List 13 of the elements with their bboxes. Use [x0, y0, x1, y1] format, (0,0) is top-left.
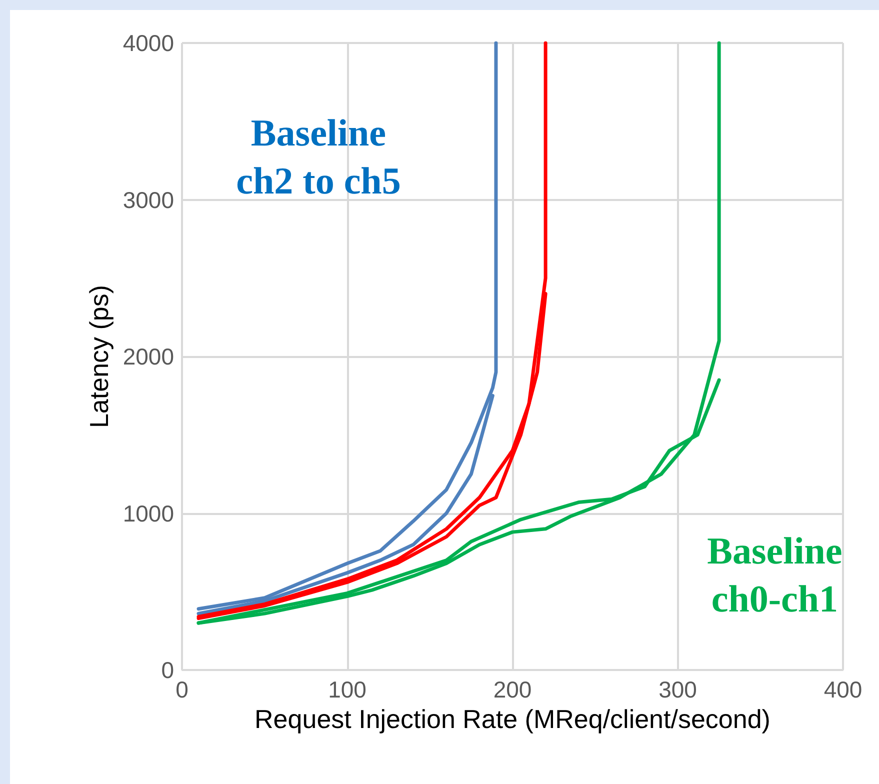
y-tick-label: 0: [161, 657, 174, 683]
y-tick-label: 2000: [122, 344, 174, 370]
y-axis-title: Latency (ps): [84, 284, 114, 428]
x-tick-label: 400: [824, 676, 862, 702]
annotation: Baseline ch2 to ch5: [236, 112, 401, 203]
y-tick-label: 3000: [122, 186, 174, 213]
x-axis-title: Request Injection Rate (MReq/client/second): [254, 704, 770, 734]
x-tick-label: 100: [328, 676, 366, 702]
y-tick-label: 1000: [122, 500, 174, 526]
y-tick-label: 4000: [122, 30, 174, 56]
x-tick-label: 300: [658, 676, 697, 702]
x-tick-label: 200: [493, 676, 532, 702]
annotation: Baseline ch0-ch1: [707, 530, 842, 621]
